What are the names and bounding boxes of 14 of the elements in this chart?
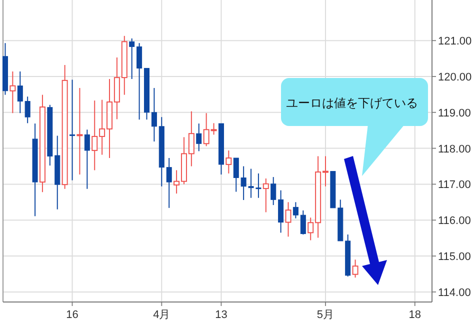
x-tick-label: 18: [408, 309, 421, 321]
y-tick-label: 115.00: [438, 251, 471, 264]
x-tick-label: 13: [215, 309, 228, 321]
y-tick-label: 119.00: [438, 107, 471, 120]
y-tick-label: 121.00: [438, 36, 472, 48]
y-tick-label: 116.00: [438, 215, 471, 228]
y-tick-label: 117.00: [438, 179, 471, 192]
y-tick-label: 118.00: [438, 143, 471, 156]
annotation: ユーロは値を下げている: [286, 96, 418, 110]
y-tick-label: 120.00: [438, 71, 472, 84]
x-tick-label: 5月: [316, 309, 334, 321]
x-tick-label: 4月: [153, 309, 170, 321]
y-tick-label: 114.00: [438, 286, 471, 299]
x-tick-label: 16: [66, 309, 78, 321]
